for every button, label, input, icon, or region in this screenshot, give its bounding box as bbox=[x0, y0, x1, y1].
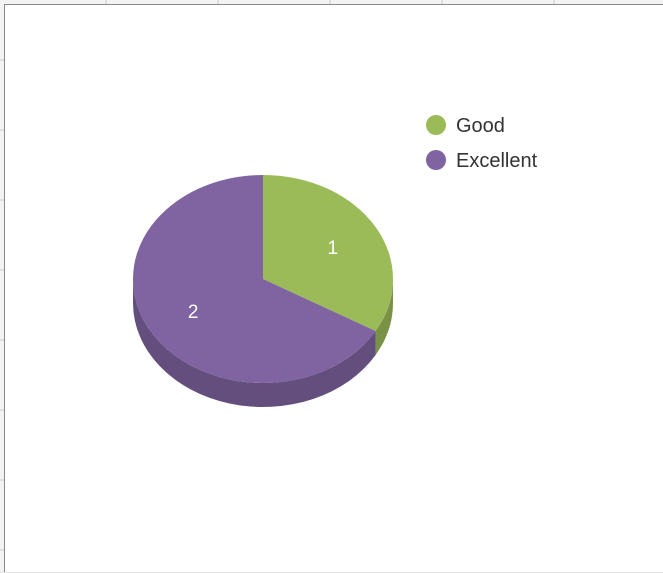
legend-label-excellent: Excellent bbox=[456, 150, 538, 172]
data-label-good: 1 bbox=[328, 238, 339, 259]
legend-marker-good bbox=[426, 115, 446, 135]
pie-slice-good[interactable] bbox=[263, 175, 393, 331]
legend-label-good: Good bbox=[456, 115, 505, 137]
pie-chart: 1 2 Good Excellent bbox=[133, 115, 538, 408]
data-label-excellent: 2 bbox=[188, 302, 199, 323]
pie-slice-side-good bbox=[375, 279, 393, 355]
pie-slice-excellent[interactable] bbox=[133, 175, 376, 383]
legend-marker-excellent bbox=[426, 150, 446, 170]
legend: Good Excellent bbox=[426, 115, 538, 172]
pie-slice-side-excellent bbox=[133, 279, 376, 408]
chart-area[interactable]: 1 2 Good Excellent bbox=[4, 4, 663, 572]
